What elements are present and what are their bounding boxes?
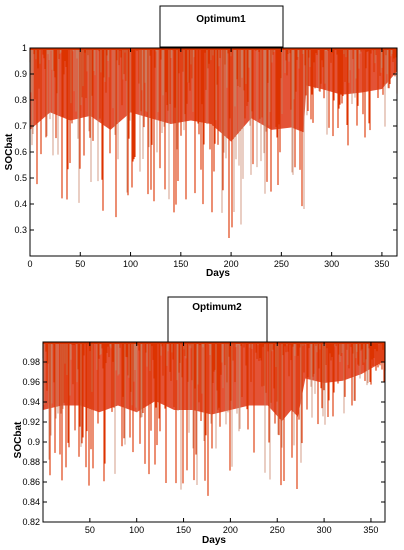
x-tick-label: 250 (270, 525, 285, 535)
y-tick-label: 0.88 (22, 457, 40, 467)
axes-frame (42, 341, 386, 523)
y-tick-label: 0.86 (22, 477, 40, 487)
title-box (159, 5, 284, 48)
y-tick-label: 1 (22, 43, 27, 53)
chart-title: Optimum2 (192, 302, 242, 313)
y-axis-label: SOCbat (13, 421, 24, 458)
x-tick-label: 150 (173, 259, 188, 269)
x-tick-label: 50 (85, 525, 95, 535)
chart-optimum1: Optimum1 0 50 100 150 200 250 300 3500.30.40.50… (4, 5, 398, 279)
chart-title: Optimum1 (196, 14, 246, 25)
y-tick-label: 0.7 (14, 121, 27, 131)
x-tick-label: 300 (317, 525, 332, 535)
x-tick-label: 300 (324, 259, 339, 269)
x-axis-label: Days (206, 268, 230, 279)
x-tick-label: 350 (374, 259, 389, 269)
x-tick-label: 0 (27, 259, 32, 269)
x-tick-label: 100 (123, 259, 138, 269)
axes: 0 50 100 150 200 250 300 350 0.3 0.4 0.5 0.6 0.7 0.8 0… (14, 43, 398, 269)
axes: 50 100 150 200 250 300 350 0.82 0.84 0.86 0.88 0.9 0… (22, 341, 386, 535)
y-tick-label: 0.3 (14, 225, 27, 235)
y-tick-label: 0.4 (14, 199, 27, 209)
x-axis-label: Days (202, 535, 226, 546)
x-tick-label: 350 (363, 525, 378, 535)
y-tick-label: 0.9 (14, 69, 27, 79)
x-tick-label: 150 (176, 525, 191, 535)
y-tick-label: 0.96 (22, 377, 40, 387)
y-axis-label: SOCbat (4, 133, 15, 170)
y-tick-label: 0.82 (22, 517, 40, 527)
y-tick-label: 0.5 (14, 173, 27, 183)
x-tick-label: 200 (224, 259, 239, 269)
y-tick-label: 0.84 (22, 497, 40, 507)
y-tick-label: 0.94 (22, 397, 40, 407)
title-box (167, 296, 268, 343)
y-tick-label: 0.98 (22, 357, 40, 367)
y-tick-label: 0.6 (14, 147, 27, 157)
series-marks (29, 48, 398, 238)
x-tick-label: 200 (223, 525, 238, 535)
y-tick-label: 0.9 (27, 437, 40, 447)
x-tick-label: 50 (75, 259, 85, 269)
series-marks (42, 342, 386, 496)
y-tick-label: 0.92 (22, 417, 40, 427)
x-tick-label: 250 (274, 259, 289, 269)
y-tick-label: 0.8 (14, 95, 27, 105)
chart-optimum2: Optimum2 50 100 150 200 250 300 350 0.82 0.84 0.8… (13, 296, 386, 546)
x-tick-label: 100 (129, 525, 144, 535)
